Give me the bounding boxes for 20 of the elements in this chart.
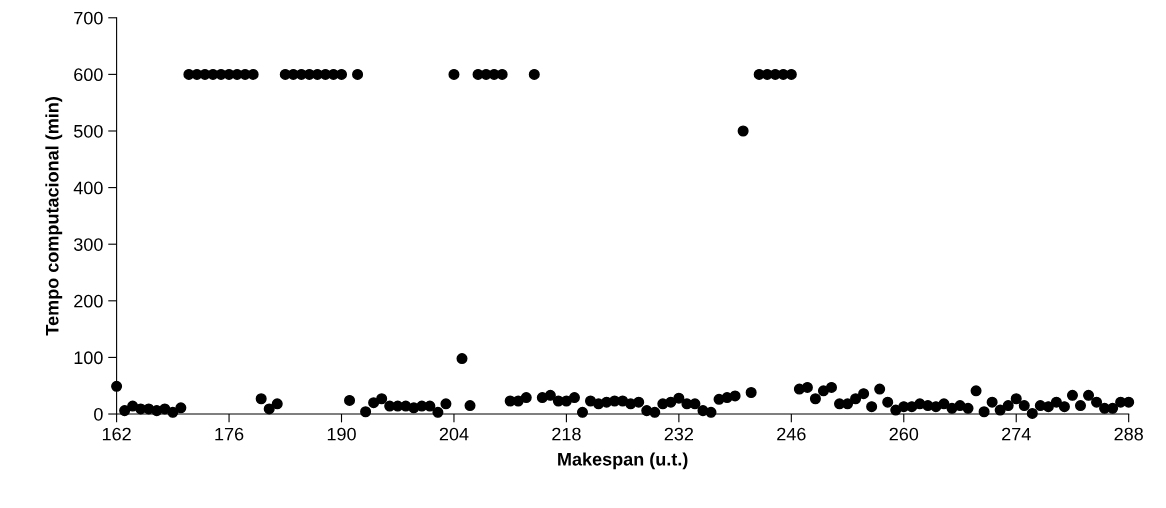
y-tick-label: 300 [73, 238, 103, 251]
x-tick-label: 232 [664, 427, 694, 441]
x-tick-label: 218 [552, 427, 581, 441]
x-tick-label: 274 [1002, 427, 1031, 441]
y-tick-label: 100 [74, 351, 103, 365]
y-tick-label: 200 [74, 294, 103, 308]
x-tick-label: 260 [889, 427, 919, 441]
x-tick-label: 204 [439, 427, 469, 441]
x-tick-label: 190 [327, 427, 356, 441]
x-tick-label: 288 [1114, 427, 1143, 441]
y-tick-label: 700 [74, 11, 103, 25]
x-tick-label: 246 [777, 427, 806, 441]
x-tick-label: 162 [102, 427, 131, 441]
y-tick-label: 400 [73, 181, 103, 195]
y-tick-label: 600 [74, 68, 103, 82]
x-tick-label: 176 [215, 427, 244, 441]
x-axis-title: Makespan (u.t.) [558, 452, 688, 470]
y-tick-label: 500 [74, 124, 103, 138]
y-axis-title: Tempo computacional (min) [45, 97, 63, 336]
y-tick-label: 0 [94, 407, 103, 421]
